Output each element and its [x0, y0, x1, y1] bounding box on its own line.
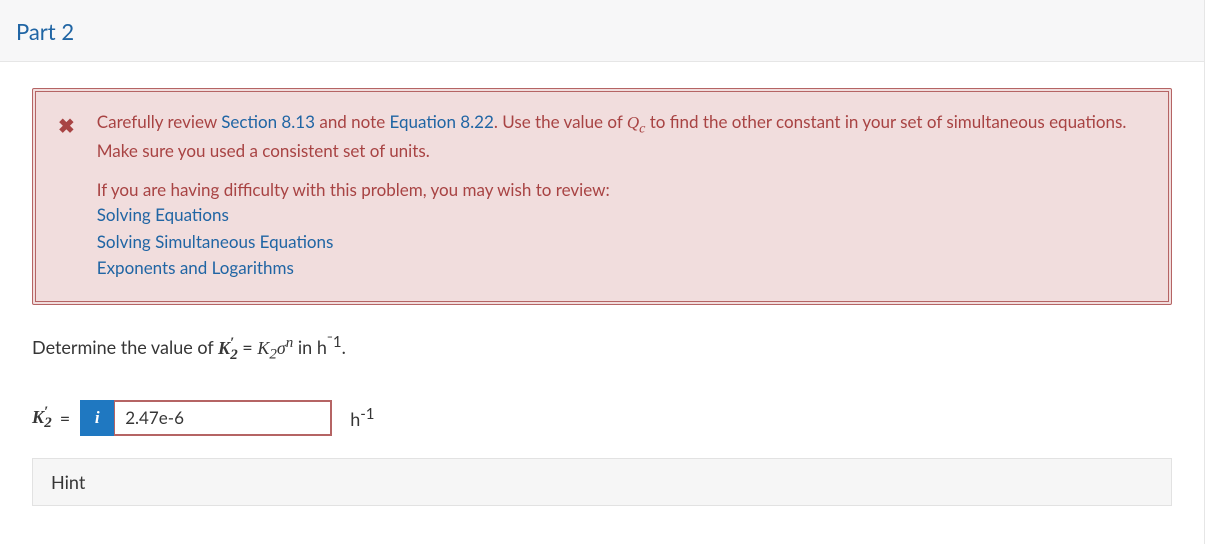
feedback-text: Carefully review Section 8.13 and note E… [97, 110, 1146, 281]
equals-sign: = [60, 407, 70, 429]
incorrect-icon: ✖ [58, 112, 75, 281]
sym-base: K [32, 407, 44, 427]
feedback-text-frag: . Use the value of [494, 111, 627, 132]
feedback-link-equation[interactable]: Equation 8.22 [390, 111, 494, 132]
qc-base: Q [627, 113, 639, 132]
prompt-period: . [342, 336, 346, 358]
unit-sup: -1 [360, 405, 374, 423]
answer-variable-label: K′2 [32, 404, 52, 433]
sigma-symbol: σ [277, 338, 286, 358]
hint-button[interactable]: Hint [32, 458, 1172, 506]
feedback-link-section[interactable]: Section 8.13 [221, 111, 315, 132]
k2-prime-symbol: K′2 [218, 338, 238, 358]
feedback-text-frag: Carefully review [97, 111, 221, 132]
info-icon: i [95, 408, 100, 428]
part-body: ✖ Carefully review Section 8.13 and note… [0, 62, 1204, 506]
feedback-help-link[interactable]: Exponents and Logarithms [97, 257, 294, 278]
part-title: Part 2 [16, 18, 74, 45]
answer-input[interactable] [114, 400, 332, 436]
feedback-box: ✖ Carefully review Section 8.13 and note… [32, 88, 1172, 305]
sym-sub: 2 [230, 347, 238, 363]
feedback-paragraph-1: Carefully review Section 8.13 and note E… [97, 110, 1146, 164]
rhs-expression: K2σn [257, 338, 293, 358]
question-part-panel: Part 2 ✖ Carefully review Section 8.13 a… [0, 0, 1205, 544]
info-button[interactable]: i [80, 400, 114, 436]
prompt-eq: = [238, 336, 258, 358]
sym-base: K [218, 338, 230, 358]
feedback-help-link[interactable]: Solving Simultaneous Equations [97, 231, 334, 252]
feedback-text-frag: and note [315, 111, 390, 132]
answer-unit: h-1 [350, 405, 374, 430]
prompt-text: Determine the value of [32, 336, 218, 358]
prompt-in: in [293, 336, 317, 358]
hint-label: Hint [51, 471, 85, 493]
unit-sup: ˉ1 [327, 333, 342, 351]
feedback-help-intro: If you are having difficulty with this p… [97, 179, 610, 200]
qc-symbol: Qc [627, 113, 646, 132]
unit-base: h [317, 336, 327, 358]
answer-row: K′2 = i h-1 [32, 400, 1172, 436]
sym-base: K [257, 338, 269, 358]
sym-sub: 2 [269, 347, 277, 363]
feedback-paragraph-2: If you are having difficulty with this p… [97, 178, 1146, 282]
question-prompt: Determine the value of K′2 = K2σn in hˉ1… [32, 333, 1172, 364]
part-header: Part 2 [0, 0, 1204, 62]
feedback-help-link[interactable]: Solving Equations [97, 204, 229, 225]
unit-base: h [350, 408, 360, 430]
prompt-unit: hˉ1 [317, 336, 342, 358]
sym-sub: 2 [44, 415, 52, 431]
